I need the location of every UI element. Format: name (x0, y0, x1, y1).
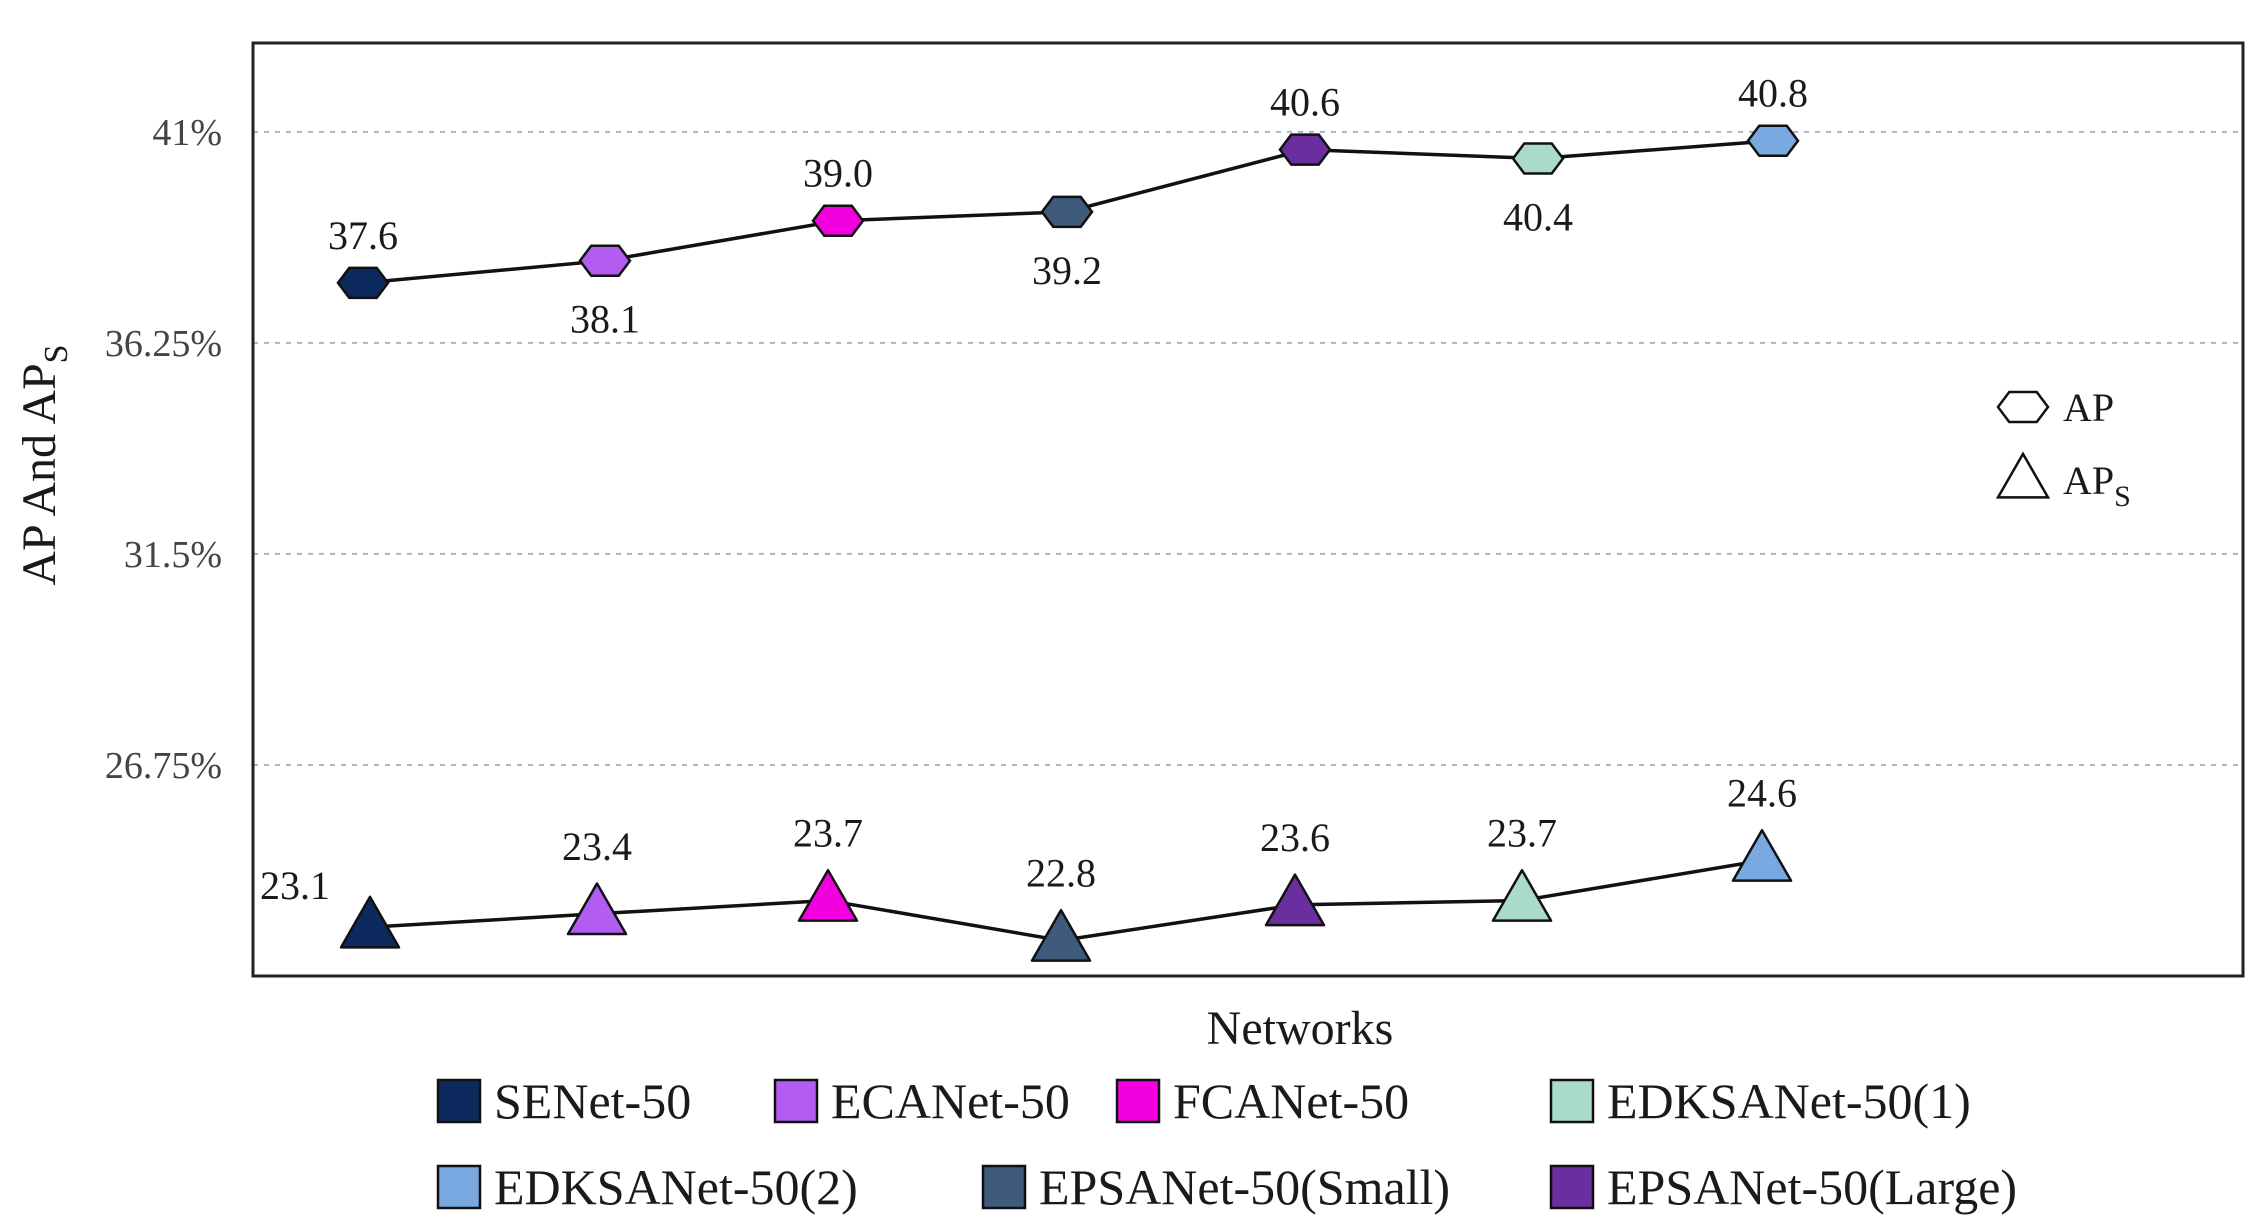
x-axis-title: Networks (1207, 1002, 1394, 1055)
aps-label-4: 23.6 (1260, 815, 1330, 860)
ap-label-5: 40.4 (1503, 195, 1573, 240)
y-tick-label-0: 26.75% (105, 745, 222, 787)
grid-lines (253, 130, 2243, 766)
aps-label-0: 23.1 (260, 863, 330, 908)
ap-label-2: 39.0 (803, 151, 873, 196)
legend-swatch-2 (1115, 1078, 1161, 1124)
ap-point-3 (1040, 195, 1094, 229)
legend-label-1: ECANet-50 (831, 1073, 1070, 1129)
y-axis-title: AP And APS (13, 344, 75, 585)
ap-point-4 (1278, 133, 1332, 166)
y-tick-label-1: 31.5% (124, 534, 222, 576)
plot-frame (251, 41, 2245, 978)
y-tick-labels: 26.75% 31.5% 36.25% 41% (105, 112, 222, 787)
y-tick-label-2: 36.25% (105, 323, 222, 365)
legend-swatch-0 (436, 1078, 482, 1124)
legend-label-2: FCANet-50 (1173, 1073, 1409, 1129)
ap-label-4: 40.6 (1270, 80, 1340, 125)
ap-point-2 (811, 204, 865, 237)
ap-point-5 (1511, 142, 1565, 175)
y-tick-label-3: 41% (152, 112, 222, 154)
aps-point-3 (1030, 908, 1092, 962)
inner-legend-sub-1: S (2114, 480, 2131, 513)
inner-legend-diamond-icon (1996, 390, 2050, 424)
aps-point-5 (1491, 868, 1553, 922)
data-labels: 37.6 38.1 39.0 39.2 40.6 40.4 40.8 23.1 23.4 23.7… (260, 71, 1808, 908)
aps-label-2: 23.7 (793, 810, 863, 855)
series (336, 124, 1800, 962)
legend-label-0: SENet-50 (494, 1073, 691, 1129)
ap-label-1: 38.1 (570, 297, 640, 342)
aps-label-5: 23.7 (1487, 810, 1557, 855)
inner-legend-label-0: AP (2063, 385, 2114, 430)
aps-point-1 (566, 882, 628, 936)
aps-point-0 (339, 895, 401, 949)
y-axis-title-main: AP And AP (13, 363, 66, 585)
aps-point-4 (1264, 873, 1326, 927)
aps-label-1: 23.4 (562, 824, 632, 869)
legend-swatch-3 (1549, 1078, 1595, 1124)
legend-label-4: EDKSANet-50(2) (494, 1159, 858, 1215)
legend-label-5: EPSANet-50(Small) (1039, 1159, 1450, 1215)
legend: SENet-50 ECANet-50 FCANet-50 EDKSANet-50(1)… (436, 1073, 2017, 1215)
aps-label-6: 24.6 (1727, 770, 1797, 815)
aps-point-6 (1731, 828, 1793, 882)
legend-swatch-5 (981, 1164, 1027, 1210)
ap-point-1 (578, 244, 632, 277)
legend-label-6: EPSANet-50(Large) (1607, 1159, 2017, 1215)
ap-point-0 (336, 266, 390, 300)
inner-legend-label-1: APS (2063, 458, 2131, 513)
ap-point-6 (1746, 124, 1800, 157)
legend-swatch-6 (1549, 1164, 1595, 1210)
y-axis-title-sub: S (38, 344, 75, 363)
legend-swatch-1 (773, 1078, 819, 1124)
legend-swatch-4 (436, 1164, 482, 1210)
aps-label-3: 22.8 (1026, 850, 1096, 895)
inner-legend: AP APS (1995, 385, 2131, 513)
ap-label-6: 40.8 (1738, 71, 1808, 116)
ap-label-3: 39.2 (1032, 248, 1102, 293)
legend-label-3: EDKSANet-50(1) (1607, 1073, 1971, 1129)
ap-label-0: 37.6 (328, 213, 398, 258)
inner-legend-triangle-icon (1995, 451, 2051, 499)
aps-point-2 (797, 868, 859, 922)
